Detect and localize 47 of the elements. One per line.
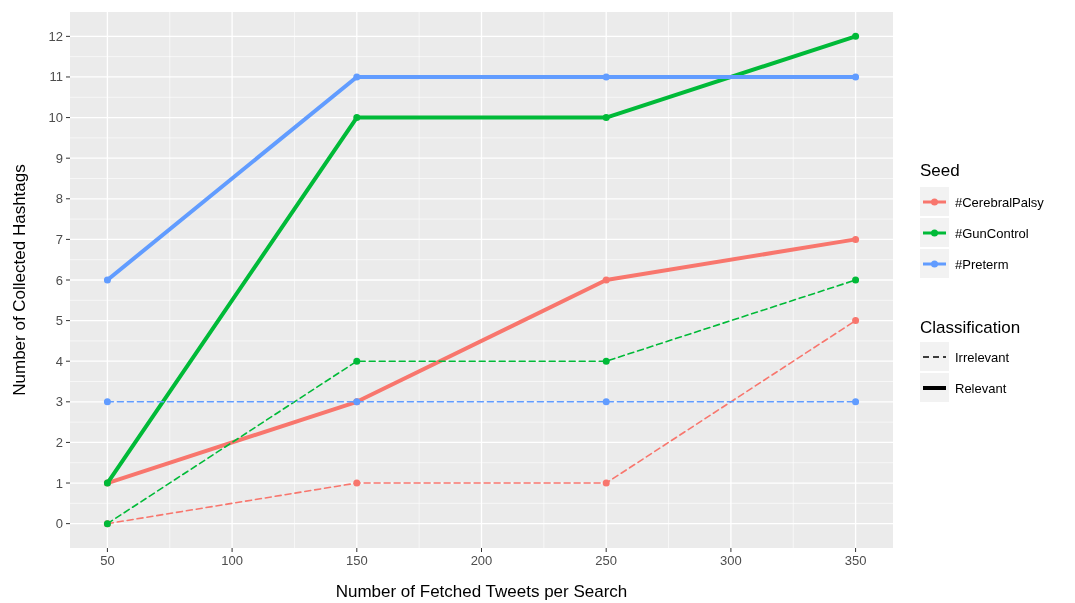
x-tick-label: 250 <box>595 553 618 568</box>
y-tick-label: 5 <box>55 313 63 329</box>
point <box>602 357 610 365</box>
point <box>353 357 361 365</box>
y-tick-label: 2 <box>55 434 63 450</box>
x-tick-label: 350 <box>844 553 867 568</box>
point <box>103 398 111 406</box>
y-tick-label: 1 <box>55 475 63 491</box>
point <box>852 32 860 40</box>
point <box>103 276 111 284</box>
point <box>852 235 860 243</box>
y-tick-label: 4 <box>55 353 63 369</box>
point <box>852 276 860 284</box>
x-tick-label: 150 <box>345 553 368 568</box>
point <box>602 479 610 487</box>
y-tick-label: 9 <box>55 150 63 166</box>
y-tick-label: 11 <box>49 69 63 85</box>
text: Classification <box>920 318 1021 337</box>
text: Irrelevant <box>955 350 1010 365</box>
point <box>353 114 361 122</box>
x-tick-label: 300 <box>720 553 742 568</box>
y-axis-title: Number of Collected Hashtags <box>10 164 29 396</box>
point <box>602 73 610 81</box>
point <box>852 73 860 81</box>
x-tick-label: 200 <box>470 553 493 568</box>
x-tick-label: 50 <box>100 553 115 568</box>
legend-label: #Preterm <box>955 257 1009 272</box>
point <box>852 317 860 325</box>
point <box>353 479 361 487</box>
x-axis-title: Number of Fetched Tweets per Search <box>335 582 628 601</box>
point <box>602 114 610 122</box>
x-tick-label: 100 <box>221 553 243 568</box>
y-tick-label: 8 <box>55 191 63 207</box>
y-tick-label: 0 <box>55 516 63 532</box>
point <box>852 398 860 406</box>
y-tick-label: 6 <box>55 272 63 288</box>
point <box>353 73 361 81</box>
text: Relevant <box>955 381 1007 396</box>
y-tick-label: 3 <box>55 394 63 410</box>
y-tick-label: 12 <box>48 28 63 44</box>
y-tick-label: 10 <box>48 110 63 126</box>
legend-title: Seed <box>920 161 960 180</box>
point <box>602 276 610 284</box>
legend-label: #GunControl <box>955 226 1029 241</box>
point <box>602 398 610 406</box>
legend-label: #CerebralPalsy <box>955 195 1045 210</box>
y-tick-label: 7 <box>55 231 63 247</box>
